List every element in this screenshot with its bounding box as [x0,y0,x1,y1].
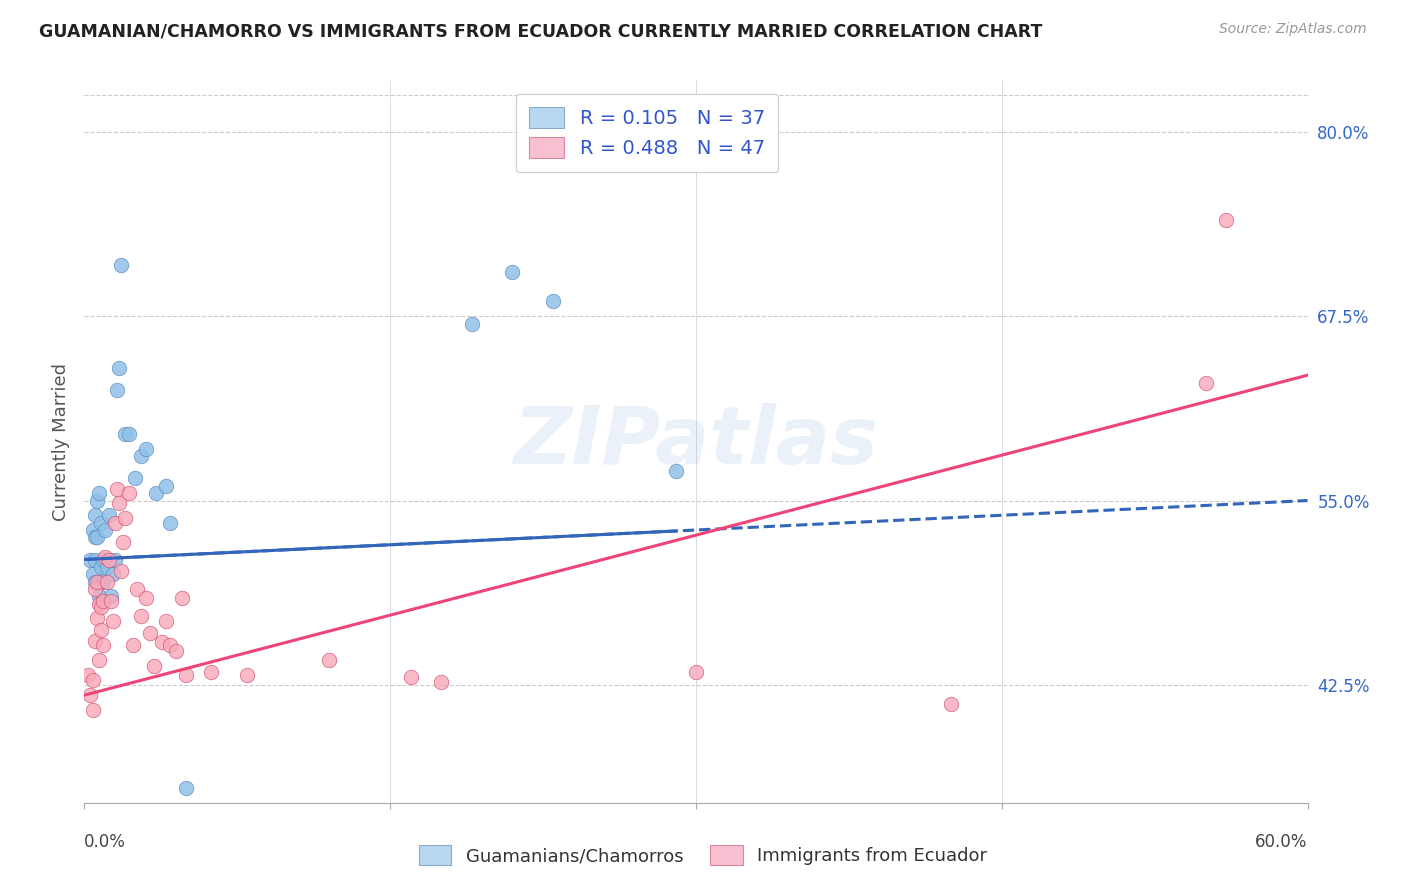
Point [114,427,136,442]
Point [90,516,112,530]
Point [135,591,157,605]
Point [87,597,110,611]
Point [82,567,104,582]
Point [79,688,101,702]
Point [90,624,112,638]
Point [461,317,484,331]
Point [91,638,114,652]
Point [118,427,141,442]
Point [96,574,118,589]
Point [79,552,101,566]
Point [82,523,104,537]
Point [159,516,181,530]
Point [91,594,114,608]
Point [150,635,173,649]
Point [96,560,118,574]
Point [86,530,108,544]
Point [1195,376,1218,390]
Point [91,552,114,566]
Point [86,493,108,508]
Point [174,780,197,795]
Point [105,383,128,397]
Point [83,552,105,566]
Text: 60.0%: 60.0% [1256,833,1308,851]
Point [159,638,181,652]
Point [82,673,104,688]
Text: GUAMANIAN/CHAMORRO VS IMMIGRANTS FROM ECUADOR CURRENTLY MARRIED CORRELATION CHAR: GUAMANIAN/CHAMORRO VS IMMIGRANTS FROM EC… [39,22,1043,40]
Point [399,670,422,684]
Point [90,560,112,574]
Point [83,530,105,544]
Point [145,486,167,500]
Point [100,590,122,604]
Legend: R = 0.105   N = 37, R = 0.488   N = 47: R = 0.105 N = 37, R = 0.488 N = 47 [516,94,779,172]
Point [142,658,165,673]
Point [91,574,114,589]
Point [502,265,524,279]
Point [83,582,105,596]
Point [110,258,132,272]
Point [108,496,131,510]
Point [77,667,100,681]
Point [165,644,187,658]
Point [127,582,149,596]
Point [236,667,259,681]
Point [124,471,146,485]
Point [318,653,340,667]
Point [172,591,194,605]
Point [108,360,131,375]
Point [104,516,127,530]
Point [118,486,141,500]
Point [83,633,105,648]
Point [122,638,145,652]
Point [112,534,135,549]
Point [87,486,110,500]
Point [665,464,688,478]
Point [97,552,120,566]
Point [93,549,115,564]
Point [83,508,105,523]
Point [174,667,197,681]
Point [87,590,110,604]
Point [131,608,153,623]
Text: 0.0%: 0.0% [84,833,127,851]
Point [430,674,453,689]
Point [101,615,124,629]
Text: Source: ZipAtlas.com: Source: ZipAtlas.com [1219,22,1367,37]
Y-axis label: Currently Married: Currently Married [52,362,70,521]
Point [685,665,707,679]
Point [543,294,565,309]
Point [90,599,112,614]
Point [86,611,108,625]
Point [131,450,153,464]
Point [93,523,115,537]
Point [110,564,132,578]
Legend: Guamanians/Chamorros, Immigrants from Ecuador: Guamanians/Chamorros, Immigrants from Ec… [412,838,994,872]
Point [87,653,110,667]
Point [200,665,222,679]
Point [100,594,122,608]
Point [939,697,962,711]
Point [104,552,127,566]
Point [135,442,157,456]
Point [97,508,120,523]
Point [155,479,177,493]
Point [101,567,124,582]
Point [114,511,136,525]
Text: ZIPatlas: ZIPatlas [513,402,879,481]
Point [138,626,160,640]
Point [83,574,105,589]
Point [82,703,104,717]
Point [105,482,128,496]
Point [155,615,177,629]
Point [86,574,108,589]
Point [1215,213,1237,227]
